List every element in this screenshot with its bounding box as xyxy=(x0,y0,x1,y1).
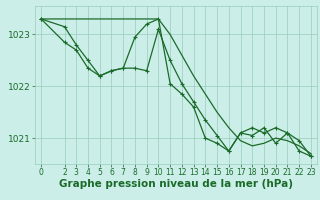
X-axis label: Graphe pression niveau de la mer (hPa): Graphe pression niveau de la mer (hPa) xyxy=(59,179,293,189)
